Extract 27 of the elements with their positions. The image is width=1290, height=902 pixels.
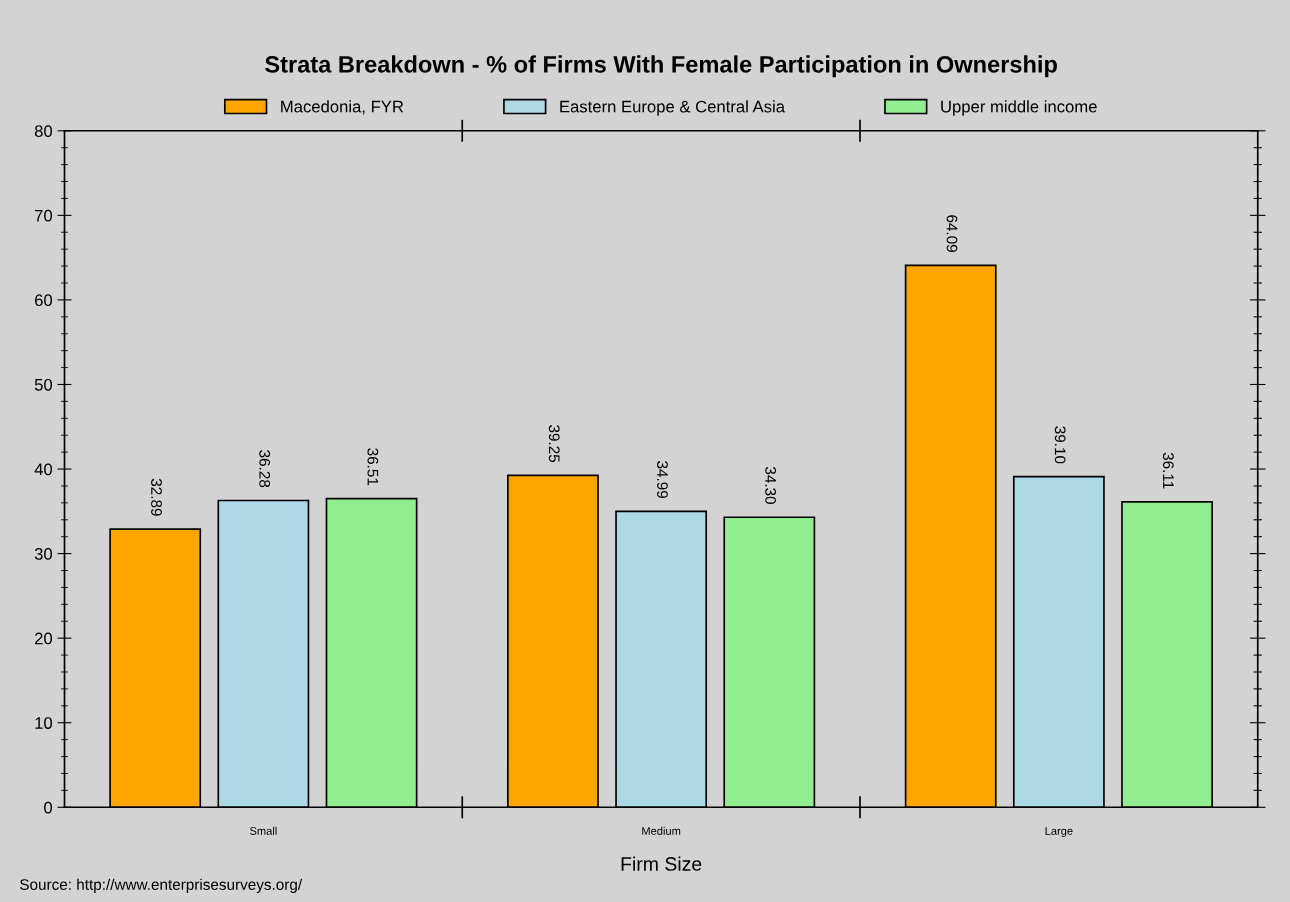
data-label: 32.89 xyxy=(151,478,162,516)
data-label: 36.51 xyxy=(367,448,379,486)
x-tick-label: Large xyxy=(1045,827,1073,838)
data-label: 34.30 xyxy=(765,466,777,504)
data-label: 64.09 xyxy=(946,215,958,252)
y-tick-label: 70 xyxy=(35,209,53,222)
data-label: 36.11 xyxy=(1162,452,1174,489)
legend-label: Eastern Europe & Central Asia xyxy=(560,100,785,116)
y-tick-label: 30 xyxy=(34,548,53,560)
x-tick-label: Medium xyxy=(642,826,681,835)
chart-title: Strata Breakdown - % of Firms With Female Participation in Ownership xyxy=(265,55,1057,78)
y-tick-label: 50 xyxy=(34,378,53,391)
y-tick-label: 80 xyxy=(34,125,53,137)
y-tick-label: 0 xyxy=(44,801,53,814)
y-tick-label: 10 xyxy=(35,717,53,729)
y-tick-label: 20 xyxy=(35,632,53,645)
legend-label: Macedonia, FYR xyxy=(281,100,404,115)
data-label: 39.10 xyxy=(1054,426,1066,464)
x-axis-title: Firm Size xyxy=(621,856,702,871)
data-label: 36.28 xyxy=(259,450,271,488)
source-note: Source: http://www.enterprisesurveys.org/ xyxy=(20,878,303,893)
y-tick-label: 60 xyxy=(35,294,53,307)
legend-label: Upper middle income xyxy=(941,100,1097,116)
y-tick-label: 40 xyxy=(34,463,53,476)
data-label: 39.25 xyxy=(548,425,560,463)
data-label: 34.99 xyxy=(657,461,668,498)
x-tick-label: Small xyxy=(249,826,277,835)
